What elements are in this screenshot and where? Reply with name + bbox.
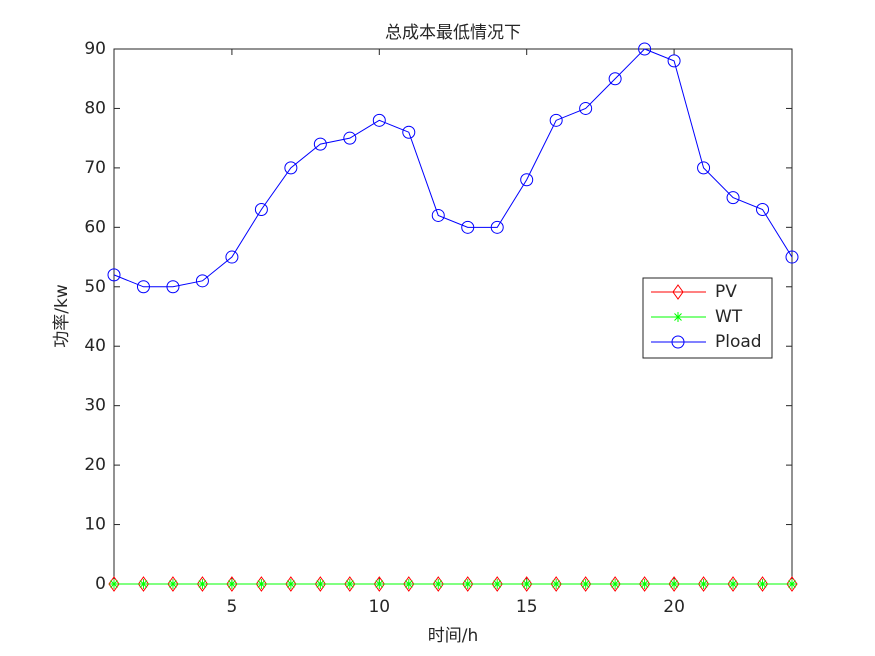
- marker: [580, 579, 591, 589]
- marker: [254, 203, 268, 216]
- marker: [226, 576, 238, 592]
- marker: [167, 579, 178, 589]
- marker: [403, 579, 414, 589]
- marker: [285, 576, 297, 592]
- y-tick-label: 90: [84, 39, 106, 59]
- legend-marker: [673, 312, 683, 322]
- x-tick-label: 15: [516, 597, 538, 617]
- marker: [226, 579, 237, 589]
- marker: [343, 131, 357, 145]
- marker: [344, 576, 356, 592]
- legend-marker: [672, 284, 684, 300]
- marker: [610, 579, 621, 589]
- marker: [756, 203, 770, 216]
- marker: [491, 576, 503, 592]
- marker: [138, 579, 149, 589]
- marker: [492, 579, 503, 589]
- y-tick-label: 30: [84, 396, 106, 416]
- marker: [549, 113, 563, 127]
- marker: [462, 576, 474, 592]
- marker: [433, 579, 444, 589]
- y-tick-label: 20: [84, 455, 106, 475]
- legend-box: [642, 277, 773, 359]
- x-axis-label: 时间/h: [428, 626, 479, 646]
- marker: [726, 191, 740, 205]
- marker: [431, 208, 445, 222]
- marker: [669, 579, 680, 589]
- x-tick-label: 10: [368, 597, 390, 617]
- marker: [167, 576, 179, 592]
- legend-label: WT: [715, 307, 743, 327]
- marker: [728, 579, 739, 589]
- y-axis-label: 功率/kw: [52, 284, 72, 348]
- marker: [698, 579, 709, 589]
- legend-label: Pload: [715, 332, 762, 352]
- marker: [256, 579, 267, 589]
- marker: [639, 579, 650, 589]
- marker: [373, 576, 385, 592]
- marker: [402, 125, 416, 139]
- marker: [108, 576, 120, 592]
- marker: [638, 42, 652, 56]
- marker: [372, 113, 386, 127]
- marker: [315, 579, 326, 589]
- marker: [697, 161, 711, 175]
- marker: [403, 576, 415, 592]
- marker: [461, 220, 475, 234]
- y-tick-label: 50: [84, 277, 106, 297]
- y-tick-label: 40: [84, 336, 106, 356]
- x-tick-label: 5: [226, 597, 237, 617]
- marker: [137, 576, 150, 592]
- marker: [490, 220, 504, 234]
- marker: [313, 137, 327, 151]
- marker: [550, 576, 562, 592]
- chart-title: 总成本最低情况下: [385, 23, 521, 43]
- marker: [462, 579, 473, 589]
- marker: [107, 268, 121, 282]
- marker: [344, 579, 355, 589]
- marker: [314, 576, 326, 592]
- marker: [196, 576, 209, 592]
- marker: [667, 54, 681, 68]
- marker: [668, 576, 680, 592]
- marker: [697, 576, 710, 592]
- marker: [136, 280, 150, 294]
- y-tick-label: 80: [84, 98, 106, 118]
- marker: [608, 72, 622, 86]
- marker: [638, 576, 651, 592]
- marker: [785, 250, 799, 264]
- marker: [787, 579, 797, 589]
- marker: [166, 280, 180, 294]
- marker: [255, 576, 268, 592]
- marker: [551, 579, 562, 589]
- marker: [285, 579, 296, 589]
- marker: [195, 274, 209, 288]
- x-tick-label: 20: [663, 597, 685, 617]
- marker: [432, 576, 444, 592]
- marker: [756, 576, 769, 592]
- marker: [580, 576, 592, 592]
- marker: [521, 579, 532, 589]
- marker: [374, 579, 385, 589]
- marker: [757, 579, 768, 589]
- marker: [609, 576, 621, 592]
- y-tick-label: 60: [84, 217, 106, 237]
- y-tick-label: 70: [84, 158, 106, 178]
- marker: [284, 161, 298, 175]
- marker: [109, 579, 119, 589]
- marker: [225, 250, 239, 264]
- marker: [727, 576, 739, 592]
- marker: [579, 101, 593, 115]
- y-tick-label: 10: [84, 515, 106, 535]
- legend-marker: [671, 335, 685, 349]
- marker: [520, 173, 534, 187]
- y-tick-label: 0: [95, 574, 106, 594]
- legend-label: PV: [715, 282, 737, 302]
- marker: [521, 576, 533, 592]
- marker: [786, 576, 798, 592]
- marker: [197, 579, 208, 589]
